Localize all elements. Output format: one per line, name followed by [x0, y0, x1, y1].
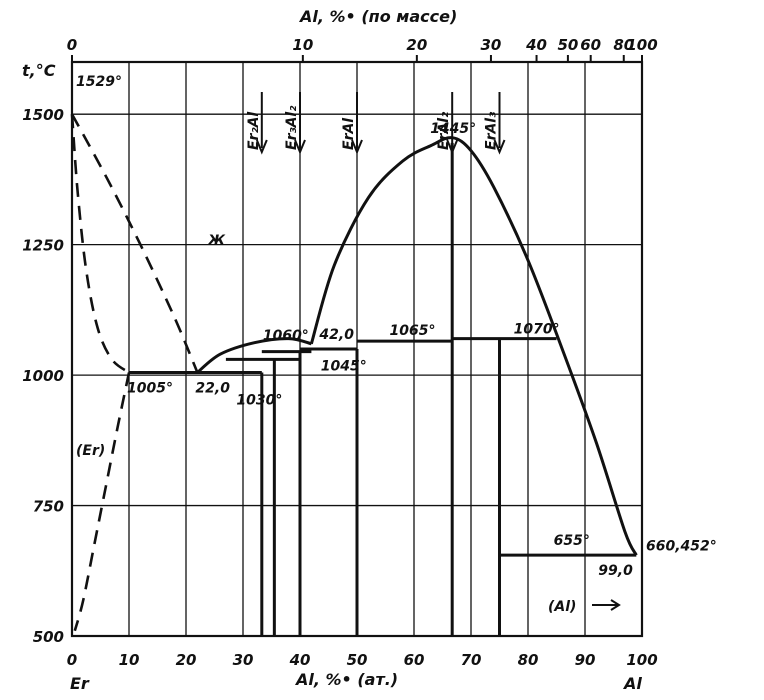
compound-label: Er₂Al [246, 112, 262, 150]
bottom-tick-label: 90 [575, 651, 596, 669]
bottom-tick-label: 70 [461, 651, 482, 669]
temperature-annotation: 1045° [321, 359, 367, 375]
top-tick-label: 40 [525, 36, 547, 54]
bottom-tick-label: 60 [404, 651, 425, 669]
y-axis-title: t,°C [22, 61, 56, 80]
phase-label-liquid: Ж [207, 233, 226, 249]
compound-label: ErAl₃ [484, 112, 500, 150]
labels: 0 10 20 30 40 50 60 70 80 90 100500750100012501500… [22, 36, 717, 669]
temperature-annotation: 99,0 [598, 563, 633, 579]
top-tick-label: 50 [557, 36, 578, 54]
top-tick-label: 0 [67, 36, 77, 54]
bottom-tick-label: 40 [289, 651, 311, 669]
temperature-annotation: 1030° [236, 392, 282, 408]
liquidus-er2al-curve [196, 337, 312, 374]
phase-label-er-solid: (Er) [76, 443, 105, 459]
bottom-tick-label: 10 [119, 651, 140, 669]
temperature-annotation: 1445° [430, 121, 476, 137]
y-tick-label: 750 [33, 498, 64, 516]
bottom-tick-label: 80 [518, 651, 539, 669]
compound-arrowhead [493, 139, 506, 155]
solvus-er-curve [73, 372, 131, 632]
compound-arrowhead [446, 139, 459, 155]
phase-lines [70, 113, 638, 636]
top-axis-title: Al, %• (по массе) [298, 7, 457, 26]
top-tick-label: 80 [613, 36, 634, 54]
corner-label-al: Al [622, 674, 642, 693]
compound-arrowhead [255, 139, 268, 155]
bottom-tick-label: 100 [626, 651, 657, 669]
bottom-tick-label: 30 [233, 651, 254, 669]
compound-label: Er₃Al₂ [284, 105, 300, 150]
top-tick-label: 30 [481, 36, 502, 54]
y-tick-label: 1500 [22, 106, 64, 124]
temperature-annotation: 655° [554, 533, 590, 549]
compound-arrowhead [294, 139, 306, 155]
liquidus-er-curve [70, 113, 199, 374]
compound-arrowhead [351, 139, 363, 155]
temperature-annotation: 42,0 [318, 327, 354, 343]
bottom-tick-label: 50 [347, 651, 368, 669]
y-tick-label: 1000 [22, 367, 64, 385]
temperature-annotation: 1060° [263, 328, 309, 344]
temperature-annotation: 22,0 [195, 380, 230, 396]
y-tick-label: 1250 [22, 237, 64, 255]
compound-markers [255, 92, 506, 155]
temperature-annotation: 1070° [514, 322, 560, 338]
temperature-annotation: 1065° [390, 323, 436, 339]
compound-label: ErAl₂ [436, 111, 452, 150]
top-tick-label: 20 [406, 36, 427, 54]
phase-label-al-solid: (Al) [548, 599, 576, 615]
bottom-axis-title: Al, %• (ат.) [294, 670, 398, 689]
compound-label: ErAl [341, 118, 357, 150]
corner-label-er: Er [70, 674, 90, 693]
top-tick-label: 10 [292, 36, 313, 54]
temperature-annotation: 1005° [127, 380, 173, 396]
y-tick-label: 500 [33, 628, 64, 646]
bottom-tick-label: 20 [176, 651, 197, 669]
top-tick-label: 100 [626, 36, 657, 54]
top-tick-label: 60 [580, 36, 601, 54]
solidus-er-curve [70, 114, 130, 374]
temperature-annotation: 660,452° [646, 539, 717, 555]
temperature-annotation: 1529° [76, 74, 122, 90]
bottom-tick-label: 0 [67, 651, 77, 669]
liquidus-eral2-curve [309, 136, 638, 556]
al-solid-arrow [592, 599, 621, 611]
